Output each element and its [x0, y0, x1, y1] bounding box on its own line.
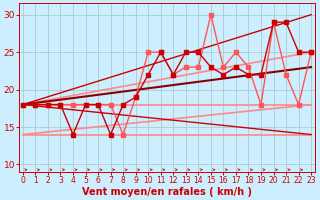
X-axis label: Vent moyen/en rafales ( km/h ): Vent moyen/en rafales ( km/h ): [82, 187, 252, 197]
